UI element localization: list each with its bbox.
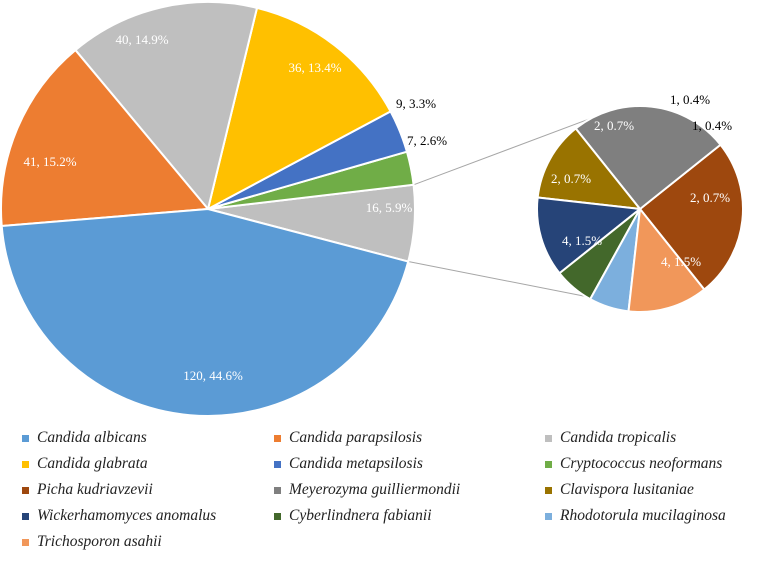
main-slice-label: 7, 2.6% bbox=[407, 133, 447, 148]
legend-swatch bbox=[22, 460, 29, 468]
legend-label: Candida parapsilosis bbox=[289, 429, 423, 446]
legend-item: Candida tropicalis bbox=[545, 428, 676, 448]
legend-swatch bbox=[22, 512, 29, 520]
secondary-slice-wickerhamomyces-anomalus bbox=[536, 196, 643, 275]
legend-swatch bbox=[545, 434, 552, 442]
legend-label: Rhodotorula mucilaginosa bbox=[560, 507, 726, 524]
main-pie bbox=[0, 1, 416, 417]
main-slice-label: 16, 5.9% bbox=[366, 200, 413, 215]
legend-item: Cryptococcus neoformans bbox=[545, 454, 722, 474]
main-slice-label: 9, 3.3% bbox=[396, 96, 436, 111]
connector-line-bottom bbox=[408, 261, 586, 297]
legend-swatch bbox=[274, 460, 281, 468]
legend-item: Clavispora lusitaniae bbox=[545, 480, 694, 500]
legend-label: Trichosporon asahii bbox=[37, 533, 162, 550]
legend-item: Meyerozyma guilliermondii bbox=[274, 480, 460, 500]
legend-label: Candida metapsilosis bbox=[289, 455, 423, 472]
legend-label: Candida albicans bbox=[37, 429, 147, 446]
secondary-slice-label: 1, 0.4% bbox=[670, 92, 710, 107]
legend-item: Rhodotorula mucilaginosa bbox=[545, 506, 726, 526]
main-slice-label: 40, 14.9% bbox=[115, 32, 168, 47]
legend-swatch bbox=[545, 512, 552, 520]
secondary-slice-meyerozyma-guilliermondii bbox=[574, 105, 722, 211]
legend-item: Candida glabrata bbox=[22, 454, 148, 474]
secondary-slice-label: 4, 1.5% bbox=[562, 233, 602, 248]
secondary-slice-picha-kudriavzevii bbox=[638, 143, 744, 291]
connector-line-top bbox=[413, 117, 592, 186]
main-slice-candida-parapsilosis bbox=[0, 48, 211, 228]
slice-labels: 120, 44.6% 41, 15.2% 40, 14.9% 36, 13.4% 9, … bbox=[23, 32, 732, 383]
main-slice-candida-glabrata bbox=[206, 6, 392, 211]
legend-item: Trichosporon asahii bbox=[22, 532, 162, 552]
secondary-slice-clavispora-lusitaniae bbox=[536, 127, 643, 211]
secondary-slice-label: 2, 0.7% bbox=[690, 190, 730, 205]
legend-item: Wickerhamomyces anomalus bbox=[22, 506, 216, 526]
legend-swatch bbox=[545, 460, 552, 468]
legend-swatch bbox=[274, 486, 281, 494]
secondary-slice-label: 2, 0.7% bbox=[551, 171, 591, 186]
legend-swatch bbox=[274, 434, 281, 442]
legend-label: Wickerhamomyces anomalus bbox=[37, 507, 217, 524]
legend-label: Candida tropicalis bbox=[560, 429, 677, 446]
secondary-pie bbox=[536, 105, 744, 313]
legend-swatch bbox=[274, 512, 281, 520]
main-slice-candida-tropicalis bbox=[73, 1, 259, 212]
legend-label: Candida glabrata bbox=[37, 455, 148, 472]
pie-of-pie-chart: 120, 44.6% 41, 15.2% 40, 14.9% 36, 13.4% 9, … bbox=[0, 1, 744, 417]
legend-item: Candida albicans bbox=[22, 428, 147, 448]
legend-label: Meyerozyma guilliermondii bbox=[289, 481, 461, 498]
secondary-slice-label: 2, 0.7% bbox=[594, 118, 634, 133]
legend-label: Clavispora lusitaniae bbox=[560, 481, 694, 498]
main-slice-label: 41, 15.2% bbox=[23, 154, 76, 169]
legend-swatch bbox=[22, 538, 29, 546]
secondary-slice-label: 1, 0.4% bbox=[692, 118, 732, 133]
secondary-slice-trichosporon-asahii bbox=[627, 206, 706, 313]
legend-item: Candida parapsilosis bbox=[274, 428, 422, 448]
connector-lines bbox=[408, 117, 592, 297]
legend-swatch bbox=[22, 486, 29, 494]
main-slice-label: 120, 44.6% bbox=[183, 368, 243, 383]
main-slice-candida-albicans bbox=[0, 207, 410, 417]
main-slice-label: 36, 13.4% bbox=[288, 60, 341, 75]
legend-label: Picha kudriavzevii bbox=[37, 481, 153, 498]
legend-item: Cyberlindnera fabianii bbox=[274, 506, 432, 526]
legend-item: Candida metapsilosis bbox=[274, 454, 423, 474]
legend-swatch bbox=[545, 486, 552, 494]
legend-label: Cryptococcus neoformans bbox=[560, 455, 723, 472]
legend-swatch bbox=[22, 434, 29, 442]
legend-item: Picha kudriavzevii bbox=[22, 480, 153, 500]
secondary-slice-label: 4, 1.5% bbox=[661, 254, 701, 269]
legend-label: Cyberlindnera fabianii bbox=[289, 507, 432, 524]
